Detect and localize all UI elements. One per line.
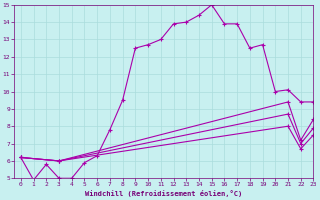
X-axis label: Windchill (Refroidissement éolien,°C): Windchill (Refroidissement éolien,°C) bbox=[85, 190, 243, 197]
